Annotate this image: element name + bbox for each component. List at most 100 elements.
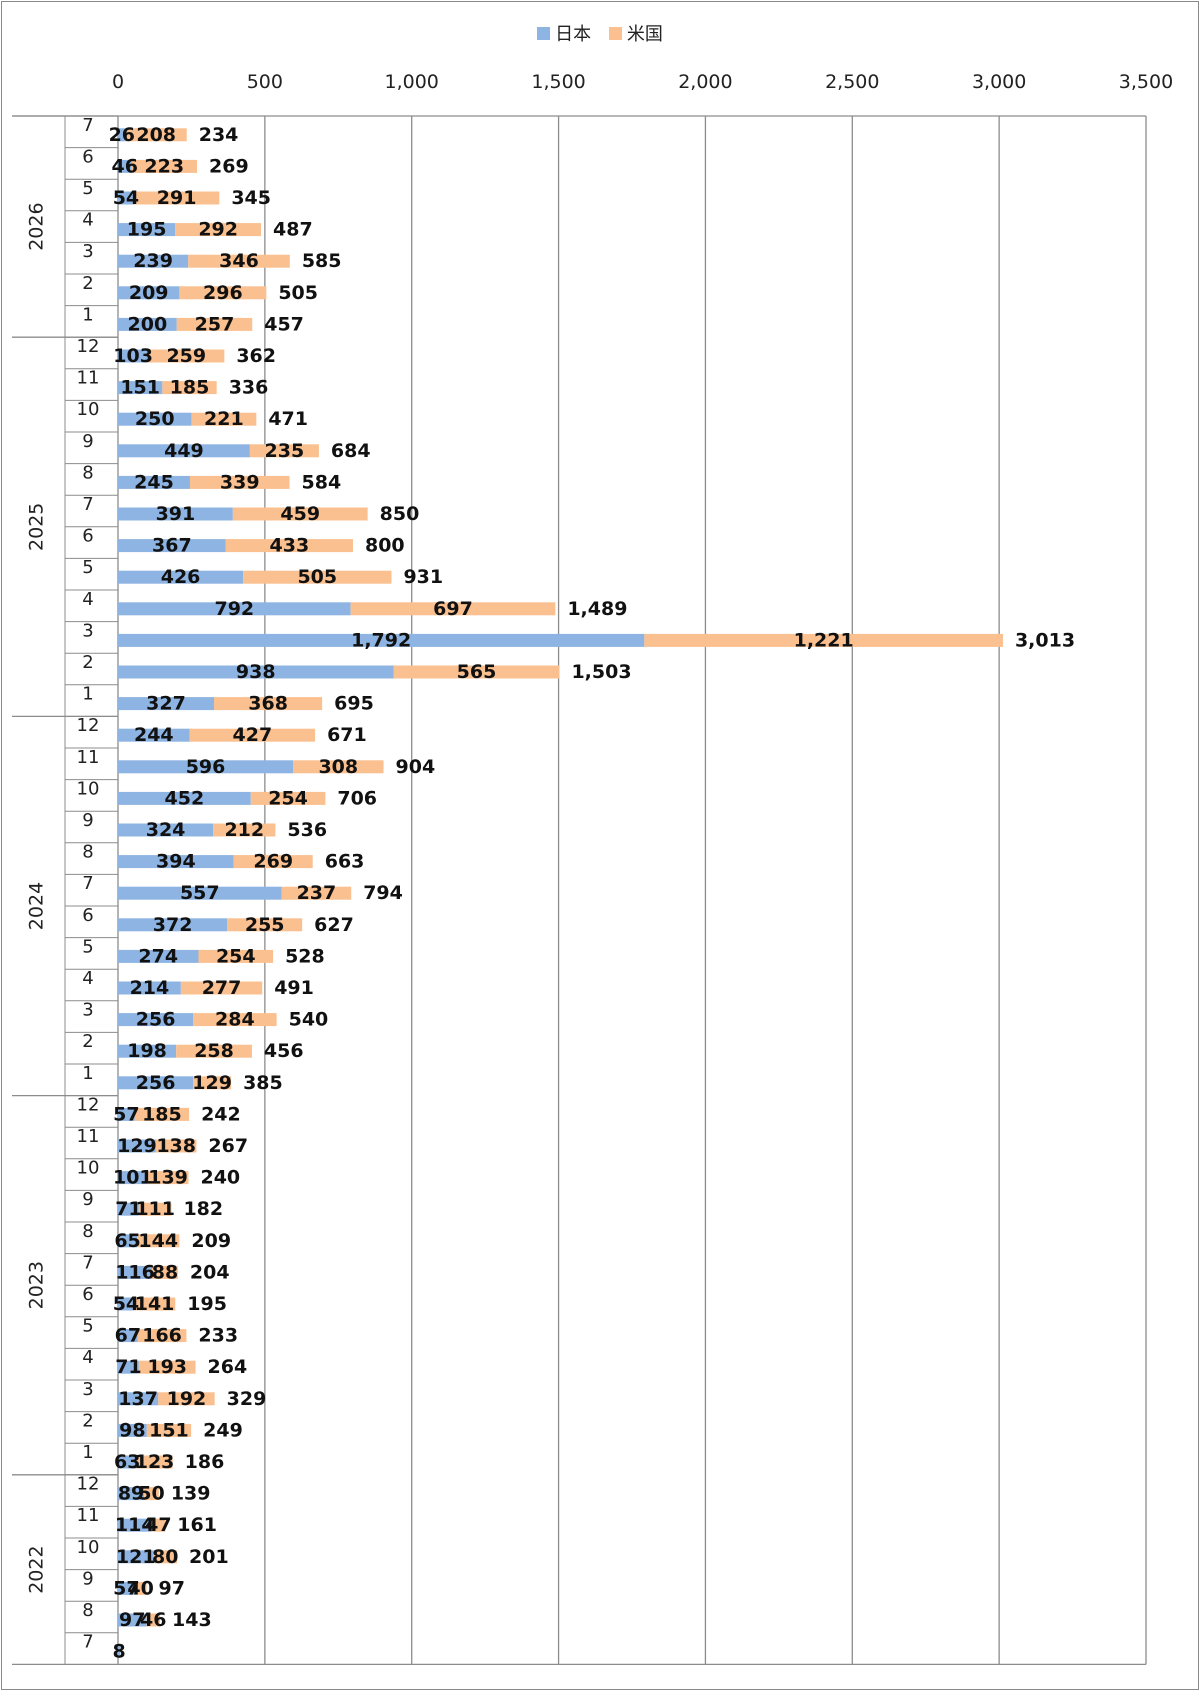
bar-usa xyxy=(213,823,276,837)
data-label-japan: 792 xyxy=(214,598,254,620)
data-label-usa: 258 xyxy=(194,1040,234,1062)
data-label-total: 242 xyxy=(201,1103,241,1125)
month-label: 4 xyxy=(82,210,93,231)
data-label-usa: 259 xyxy=(166,345,206,367)
data-label-japan: 63 xyxy=(114,1451,140,1473)
month-label: 11 xyxy=(77,1505,100,1526)
month-label: 1 xyxy=(82,1442,93,1463)
data-label-japan: 89 xyxy=(118,1483,144,1505)
data-label-usa: 123 xyxy=(135,1451,175,1473)
data-label-japan: 129 xyxy=(117,1135,157,1157)
bar-usa xyxy=(162,381,217,395)
data-label-japan: 250 xyxy=(135,408,175,430)
x-tick-label: 2,000 xyxy=(678,71,732,93)
data-label-total: 540 xyxy=(289,1009,329,1031)
month-label: 6 xyxy=(82,905,93,926)
data-label-total: 663 xyxy=(325,851,365,873)
bar-japan xyxy=(118,1139,156,1153)
data-label-japan: 274 xyxy=(138,945,178,967)
data-label-total: 209 xyxy=(191,1230,231,1252)
bar-japan xyxy=(118,1329,138,1343)
bar-japan xyxy=(118,728,190,742)
bar-japan xyxy=(118,507,233,521)
month-label: 2 xyxy=(82,1410,93,1431)
x-tick-label: 500 xyxy=(247,71,283,93)
month-label: 1 xyxy=(82,1063,93,1084)
month-label: 3 xyxy=(82,1379,93,1400)
x-tick-label: 1,500 xyxy=(531,71,585,93)
bar-japan xyxy=(118,475,190,489)
month-label: 8 xyxy=(82,842,93,863)
bar-japan xyxy=(118,159,132,173)
data-label-total: 528 xyxy=(285,945,325,967)
bar-usa xyxy=(188,254,290,268)
year-label: 2026 xyxy=(26,202,48,250)
data-label-usa: 47 xyxy=(145,1514,171,1536)
data-label-total: 233 xyxy=(198,1325,238,1347)
bar-usa xyxy=(393,665,560,679)
month-label: 7 xyxy=(82,1252,93,1273)
bar-usa xyxy=(146,1613,161,1627)
bar-japan xyxy=(118,760,294,774)
bar-japan xyxy=(118,254,189,268)
x-tick-label: 2,500 xyxy=(825,71,879,93)
bar-usa xyxy=(153,1550,178,1564)
data-label-total: 182 xyxy=(183,1198,223,1220)
data-label-japan: 98 xyxy=(119,1419,145,1441)
bar-usa xyxy=(138,1360,196,1374)
bar-usa xyxy=(144,1487,159,1501)
bar-japan xyxy=(118,1581,135,1595)
bar-japan xyxy=(118,1645,121,1659)
data-label-total: 249 xyxy=(203,1419,243,1441)
data-label-usa: 193 xyxy=(147,1356,187,1378)
bar-japan xyxy=(118,981,181,995)
data-label-total: 627 xyxy=(314,914,354,936)
data-label-total: 143 xyxy=(172,1609,212,1631)
data-label-japan: 367 xyxy=(152,535,192,557)
bar-usa xyxy=(136,1455,173,1469)
month-label: 12 xyxy=(77,1474,100,1495)
bar-usa xyxy=(137,1329,187,1343)
data-label-japan: 452 xyxy=(165,787,205,809)
data-label-usa: 308 xyxy=(318,756,358,778)
bar-usa xyxy=(137,1234,180,1248)
month-label: 6 xyxy=(82,526,93,547)
data-label-japan: 121 xyxy=(116,1546,156,1568)
month-label: 12 xyxy=(77,715,100,736)
month-label: 2 xyxy=(82,273,93,294)
bar-japan xyxy=(118,1297,134,1311)
data-label-usa: 80 xyxy=(152,1546,178,1568)
x-tick-label: 1,000 xyxy=(385,71,439,93)
data-label-usa: 292 xyxy=(198,219,238,241)
bar-usa xyxy=(158,1392,215,1406)
data-label-usa: 40 xyxy=(127,1577,153,1599)
bar-japan xyxy=(118,1265,153,1279)
bar-usa xyxy=(644,633,1003,647)
data-label-usa: 257 xyxy=(195,313,235,335)
month-label: 8 xyxy=(82,1221,93,1242)
data-label-usa: 129 xyxy=(192,1072,232,1094)
bar-japan xyxy=(118,1202,139,1216)
data-label-total: 385 xyxy=(243,1072,283,1094)
data-label-usa: 368 xyxy=(248,693,288,715)
bar-usa xyxy=(138,1202,172,1216)
bar-japan xyxy=(118,1518,152,1532)
bar-usa xyxy=(180,981,263,995)
x-tick-label: 3,500 xyxy=(1119,71,1173,93)
legend-item-japan: 日本 xyxy=(537,20,591,46)
data-label-japan: 8 xyxy=(113,1641,126,1663)
year-label: 2024 xyxy=(26,882,48,930)
data-label-total: 471 xyxy=(268,408,308,430)
data-label-total: 1,489 xyxy=(567,598,627,620)
month-label: 4 xyxy=(82,589,93,610)
month-label: 8 xyxy=(82,462,93,483)
bar-japan xyxy=(118,128,126,142)
bar-japan xyxy=(118,381,163,395)
bar-japan xyxy=(118,665,394,679)
bar-usa xyxy=(189,475,290,489)
data-label-japan: 67 xyxy=(115,1325,141,1347)
bar-japan xyxy=(118,697,215,711)
month-label: 5 xyxy=(82,936,93,957)
month-label: 10 xyxy=(77,1158,100,1179)
data-label-usa: 144 xyxy=(138,1230,178,1252)
